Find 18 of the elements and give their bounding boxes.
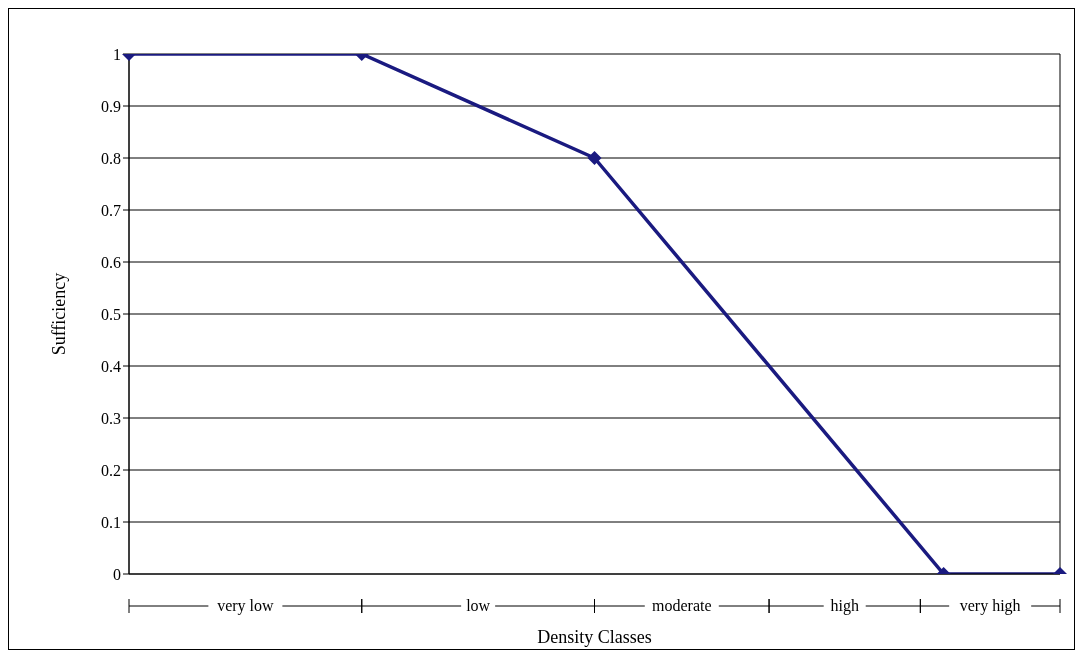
x-axis-title: Density Classes: [537, 627, 652, 647]
y-tick-label: 0.6: [101, 253, 121, 271]
y-tick-label: 0.1: [101, 513, 121, 531]
y-tick-label: 0.2: [101, 461, 121, 479]
text: low: [466, 597, 491, 614]
text: very high: [959, 597, 1021, 615]
text: moderate: [652, 597, 712, 614]
y-tick-label: 0.9: [101, 97, 121, 115]
y-axis-title: Sufficiency: [49, 272, 70, 356]
y-tick-label: 1: [113, 45, 121, 63]
text: high: [830, 597, 859, 615]
y-tick-label: 0: [113, 565, 121, 583]
y-tick-label: 0.7: [101, 201, 121, 219]
y-tick-label: 0.3: [101, 409, 121, 427]
y-tick-label: 0.4: [101, 357, 121, 375]
y-tick-label: 0.8: [101, 149, 121, 167]
y-tick-label: 0.5: [101, 305, 121, 323]
text: very low: [217, 597, 275, 615]
